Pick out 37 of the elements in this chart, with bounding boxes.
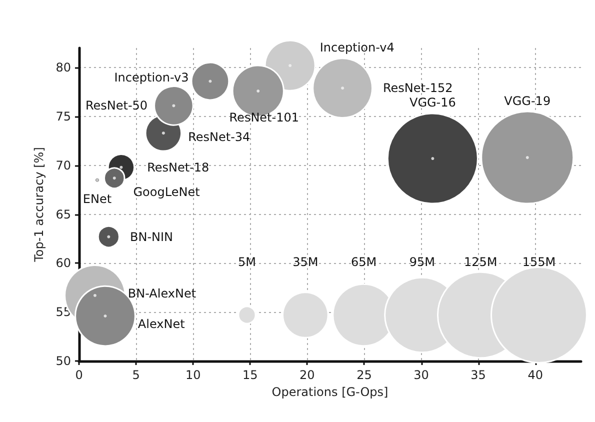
legend-label: 155M [522,255,556,269]
series-label: ResNet-18 [147,160,210,174]
series-label: Inception-v3 [114,70,189,84]
x-tick-label: 5 [132,368,140,382]
x-tick-label: 25 [356,368,372,382]
series-label: ResNet-101 [229,110,299,124]
y-tick-label: 70 [56,158,71,172]
series-label: BN-AlexNet [128,286,196,300]
series-label: ResNet-34 [188,130,250,144]
y-tick-label: 50 [56,354,71,368]
legend-label: 5M [238,255,256,269]
series-label: ENet [82,192,112,206]
series-label: GoogLeNet [133,185,200,200]
legend-label: 65M [350,255,377,269]
series-label: ResNet-50 [85,98,148,113]
x-tick-label: 10 [185,368,201,382]
y-tick-label: 60 [56,256,71,270]
series-label: AlexNet [138,317,186,332]
x-tick-label: 40 [528,368,544,382]
y-tick-label: 75 [56,109,71,124]
series-label: Inception-v4 [320,40,394,55]
x-tick-label: 35 [470,368,486,382]
legend-label: 95M [409,255,436,269]
series-label: BN-NIN [130,230,174,244]
legend-label: 125M [464,255,498,269]
x-axis-title: Operations [G-Ops] [272,384,388,399]
x-tick-label: 30 [414,368,429,382]
x-tick-label: 15 [242,368,258,382]
x-tick-label: 20 [300,368,315,382]
x-tick-label: 0 [75,368,83,382]
y-tick-label: 65 [56,207,71,222]
series-label: ResNet-152 [382,81,453,96]
legend-label: 35M [292,255,318,269]
series-label: VGG-16 [409,96,456,110]
y-tick-label: 80 [56,60,71,75]
series-label: VGG-19 [504,94,551,108]
y-axis-title: Top-1 accuracy [%] [32,147,46,263]
